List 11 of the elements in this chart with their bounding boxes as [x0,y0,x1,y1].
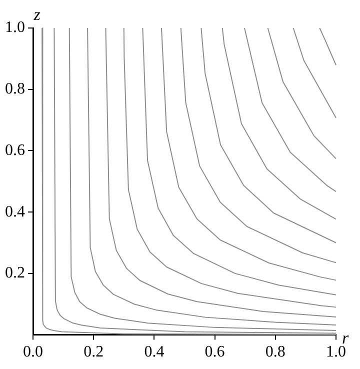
y-tick-label: 0.4 [5,203,25,220]
x-tick-label: 0.2 [84,344,104,361]
x-tick-label: 0.4 [144,344,164,361]
y-tick-label: 1.0 [5,19,25,36]
y-axis-title: z [32,4,41,24]
x-tick-label: 0.0 [23,344,43,361]
y-tick-label: 0.6 [5,142,25,159]
x-tick-label: 0.6 [204,344,225,361]
y-tick-label: 0.2 [5,264,25,282]
x-tick-label: 0.8 [265,344,286,361]
y-tick-label: 0.8 [5,80,25,98]
